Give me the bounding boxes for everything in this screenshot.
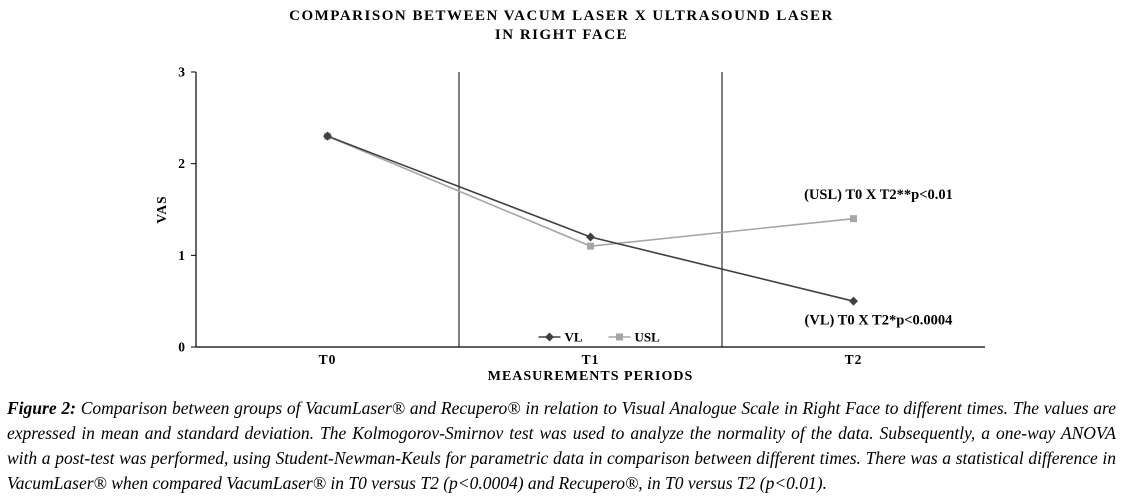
- vas-line-chart: 0 1 2 3 T0 T1 T2 VAS MEASUREMENTS PERIODS VL USL (U…: [154, 65, 985, 384]
- series-marker-VL: [586, 232, 595, 242]
- y-axis-title: VAS: [154, 195, 169, 223]
- series-marker-USL: [850, 215, 857, 223]
- chart-title-line1: COMPARISON BETWEEN VACUM LASER X ULTRASO…: [289, 8, 834, 24]
- chart-title: COMPARISON BETWEEN VACUM LASER X ULTRASO…: [0, 0, 1123, 45]
- figure-caption: Figure 2: Comparison between groups of V…: [0, 396, 1123, 496]
- y-tick-label: 1: [178, 248, 185, 263]
- x-tick-label: T2: [845, 352, 863, 367]
- legend-marker-USL: [616, 333, 623, 341]
- legend-label-VL: VL: [565, 330, 583, 345]
- x-axis-title: MEASUREMENTS PERIODS: [488, 369, 694, 384]
- x-tick-label: T0: [319, 352, 337, 367]
- series-line-VL: [327, 135, 854, 302]
- stat-annotation: (USL) T0 X T2**p<0.01: [804, 187, 953, 203]
- series-line-USL: [327, 135, 854, 247]
- figure-caption-text: Comparison between groups of VacumLaser®…: [7, 398, 1116, 493]
- x-tick-label: T1: [582, 352, 600, 367]
- series-marker-VL: [849, 296, 858, 306]
- y-tick-label: 2: [178, 156, 185, 171]
- stat-annotation: (VL) T0 X T2*p<0.0004: [805, 313, 953, 329]
- series-marker-USL: [587, 242, 594, 250]
- series-marker-VL: [323, 131, 332, 141]
- chart-title-line2: IN RIGHT FACE: [494, 27, 629, 43]
- y-tick-label: 0: [178, 340, 185, 355]
- figure-caption-label: Figure 2:: [7, 398, 76, 418]
- legend-label-USL: USL: [635, 330, 661, 345]
- legend-marker-VL: [545, 332, 554, 342]
- y-tick-label: 3: [178, 65, 185, 80]
